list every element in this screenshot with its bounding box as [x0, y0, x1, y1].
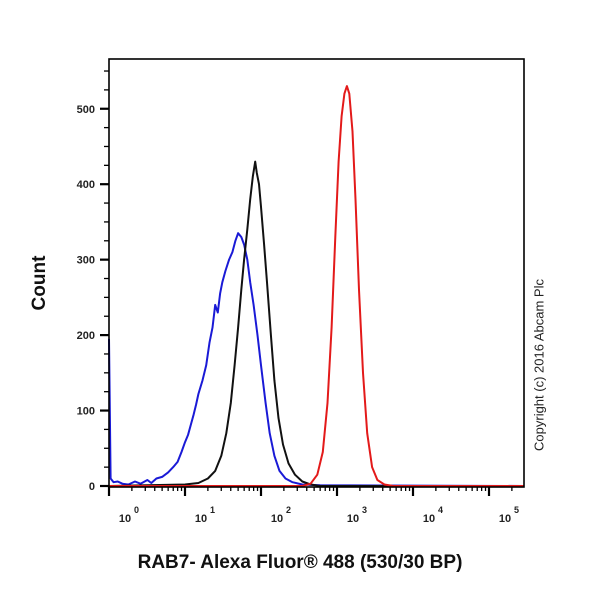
y-tick-label: 0	[89, 481, 95, 493]
x-tick-label: 10	[271, 513, 283, 525]
x-tick-exponent: 3	[362, 505, 367, 515]
plot-frame	[108, 58, 525, 488]
y-tick-label: 500	[77, 104, 95, 116]
x-tick-exponent: 4	[438, 505, 443, 515]
series-line-2	[109, 85, 524, 487]
copyright-notice: Copyright (c) 2016 Abcam Plc	[524, 230, 554, 500]
y-tick-label: 400	[77, 179, 95, 191]
histogram-series	[108, 85, 525, 487]
x-tick-exponent: 5	[514, 505, 519, 515]
x-tick-label: 10	[499, 513, 511, 525]
x-axis-label: RAB7- Alexa Fluor® 488 (530/30 BP)	[137, 552, 463, 573]
series-line-1	[108, 160, 524, 487]
y-tick-label: 200	[77, 330, 95, 342]
y-tick-label: 300	[77, 255, 95, 267]
x-tick-exponent: 0	[134, 505, 139, 515]
y-axis: 0 100 200 300 400 500	[77, 70, 109, 493]
y-axis-label: Count	[10, 238, 70, 328]
series-line-0	[108, 232, 525, 487]
x-tick-exponent: 2	[286, 505, 291, 515]
x-tick-label: 10	[119, 513, 131, 525]
copyright-text: Copyright (c) 2016 Abcam Plc	[531, 279, 547, 451]
x-tick-label: 10	[195, 513, 207, 525]
y-axis-label-text: Count	[29, 255, 50, 311]
x-tick-exponent: 1	[210, 505, 215, 515]
x-tick-label: 10	[423, 513, 435, 525]
x-tick-label: 10	[347, 513, 359, 525]
y-tick-label: 100	[77, 406, 95, 418]
